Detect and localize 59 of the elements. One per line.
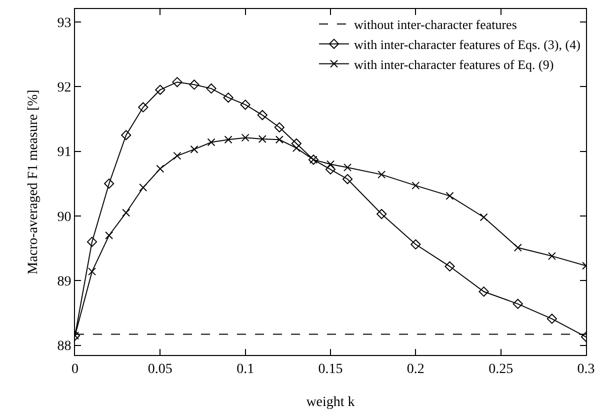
point bbox=[155, 84, 166, 95]
point bbox=[258, 134, 266, 143]
point bbox=[257, 110, 268, 120]
x-tick-label: 0.05 bbox=[148, 362, 172, 377]
point bbox=[224, 136, 232, 144]
x-tick-label: 0.3 bbox=[577, 362, 595, 377]
point bbox=[344, 163, 352, 172]
point bbox=[514, 244, 522, 252]
y-axis-title: Macro-averaged F1 measure [%] bbox=[26, 90, 41, 274]
point bbox=[478, 286, 489, 297]
y-tick-label: 90 bbox=[57, 210, 72, 225]
point bbox=[223, 92, 234, 103]
point bbox=[548, 252, 556, 260]
point bbox=[240, 100, 250, 110]
legend-label: without inter-character features bbox=[354, 17, 517, 32]
x-tick-label: 0 bbox=[72, 362, 78, 377]
legend-label: with inter-character features of Eqs. (3), (4) bbox=[354, 36, 580, 52]
point bbox=[480, 213, 488, 222]
point bbox=[342, 174, 353, 184]
point bbox=[444, 261, 455, 272]
point bbox=[138, 102, 148, 112]
point bbox=[292, 144, 300, 152]
x-tick-label: 0.1 bbox=[236, 362, 254, 377]
point bbox=[274, 122, 284, 132]
point bbox=[446, 192, 454, 200]
point bbox=[241, 134, 250, 142]
point bbox=[121, 130, 132, 140]
point bbox=[275, 136, 284, 144]
x-tick-label: 0.15 bbox=[318, 362, 343, 377]
point bbox=[105, 231, 114, 240]
point bbox=[173, 152, 182, 160]
point bbox=[189, 80, 200, 90]
y-tick-label: 92 bbox=[57, 80, 72, 96]
point bbox=[86, 236, 98, 247]
point bbox=[207, 138, 216, 146]
point bbox=[326, 160, 334, 168]
point bbox=[88, 268, 96, 276]
point bbox=[206, 84, 216, 94]
point bbox=[512, 298, 523, 309]
y-tick-label: 88 bbox=[57, 339, 72, 354]
x-tick-label: 0.2 bbox=[406, 362, 424, 377]
point bbox=[172, 77, 182, 88]
point bbox=[378, 170, 386, 179]
point bbox=[325, 164, 336, 174]
y-tick-label: 91 bbox=[57, 145, 72, 160]
point bbox=[546, 314, 557, 324]
x-tick-label: 0.25 bbox=[488, 362, 514, 377]
point bbox=[122, 208, 130, 217]
y-tick-label: 89 bbox=[57, 274, 72, 290]
legend-label: with inter-character features of Eq. (9) bbox=[354, 56, 554, 72]
y-tick-label: 93 bbox=[57, 16, 72, 31]
point bbox=[139, 184, 148, 192]
point bbox=[410, 239, 421, 250]
point bbox=[412, 182, 420, 190]
point bbox=[104, 178, 114, 189]
x-axis-title: weight k bbox=[306, 395, 355, 410]
point bbox=[190, 145, 198, 154]
point bbox=[376, 208, 387, 220]
point bbox=[156, 164, 164, 173]
